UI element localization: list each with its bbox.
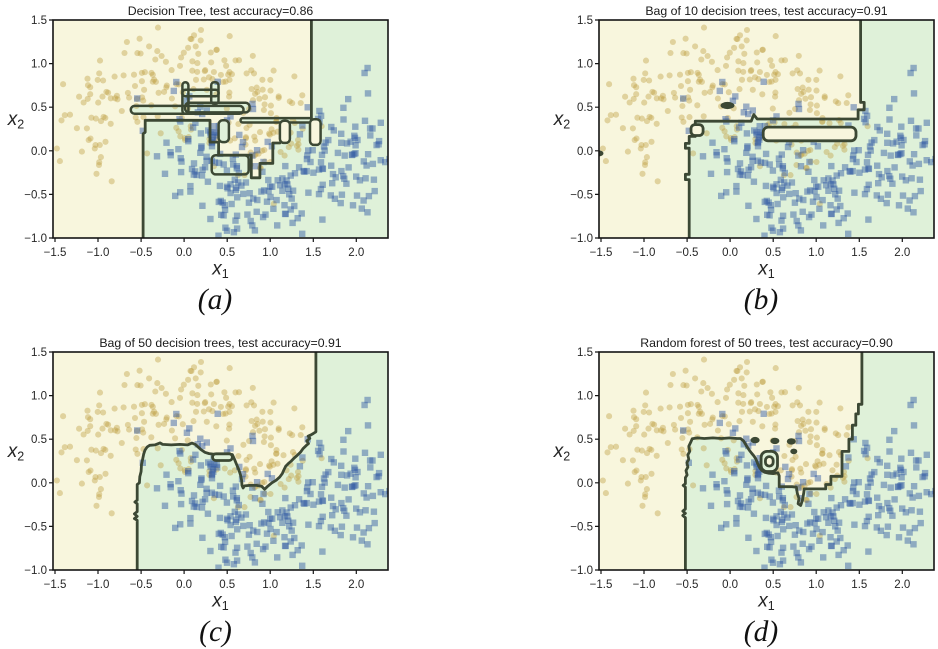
- svg-text:−1.0: −1.0: [24, 565, 47, 577]
- svg-text:0.5: 0.5: [577, 102, 593, 114]
- svg-text:(d): (d): [744, 616, 778, 648]
- svg-text:0.5: 0.5: [577, 434, 593, 446]
- svg-text:1.5: 1.5: [851, 247, 867, 259]
- svg-text:−1.5: −1.5: [44, 579, 67, 591]
- svg-text:1.5: 1.5: [31, 15, 47, 27]
- svg-text:1.5: 1.5: [851, 579, 867, 591]
- svg-text:0.5: 0.5: [219, 579, 235, 591]
- svg-text:0.0: 0.0: [722, 579, 738, 591]
- svg-text:0.0: 0.0: [722, 247, 738, 259]
- svg-text:(b): (b): [744, 284, 778, 316]
- svg-text:Random forest of 50 trees, tes: Random forest of 50 trees, test accuracy…: [640, 336, 893, 350]
- svg-text:−1.5: −1.5: [44, 247, 67, 259]
- svg-text:0.0: 0.0: [176, 247, 192, 259]
- svg-text:2.0: 2.0: [348, 247, 364, 259]
- svg-text:0.5: 0.5: [765, 579, 781, 591]
- svg-text:−0.5: −0.5: [570, 189, 593, 201]
- svg-text:−0.5: −0.5: [570, 521, 593, 533]
- svg-text:−0.5: −0.5: [676, 579, 699, 591]
- svg-text:−1.0: −1.0: [24, 233, 47, 245]
- svg-text:1.5: 1.5: [577, 347, 593, 359]
- svg-text:Decision Tree, test accuracy=0: Decision Tree, test accuracy=0.86: [128, 4, 314, 18]
- svg-text:(c): (c): [199, 616, 232, 648]
- svg-text:−0.5: −0.5: [130, 247, 153, 259]
- svg-text:1.0: 1.0: [808, 579, 824, 591]
- svg-text:−1.0: −1.0: [633, 579, 656, 591]
- svg-text:−0.5: −0.5: [130, 579, 153, 591]
- svg-text:−1.0: −1.0: [570, 233, 593, 245]
- svg-text:−0.5: −0.5: [676, 247, 699, 259]
- svg-text:−0.5: −0.5: [24, 189, 47, 201]
- svg-text:0.0: 0.0: [577, 146, 593, 158]
- svg-text:0.5: 0.5: [31, 434, 47, 446]
- svg-text:−1.5: −1.5: [590, 247, 613, 259]
- svg-text:1.0: 1.0: [262, 579, 278, 591]
- svg-text:−1.0: −1.0: [570, 565, 593, 577]
- svg-text:0.0: 0.0: [577, 478, 593, 490]
- svg-text:1.0: 1.0: [577, 391, 593, 403]
- svg-text:−0.5: −0.5: [24, 521, 47, 533]
- svg-text:(a): (a): [198, 284, 232, 316]
- svg-text:1.0: 1.0: [31, 391, 47, 403]
- svg-text:Bag of 50 decision trees, test: Bag of 50 decision trees, test accuracy=…: [99, 336, 341, 350]
- svg-text:1.5: 1.5: [305, 247, 321, 259]
- svg-text:0.0: 0.0: [31, 478, 47, 490]
- svg-text:Bag of 10 decision trees, test: Bag of 10 decision trees, test accuracy=…: [645, 4, 887, 18]
- svg-text:0.5: 0.5: [31, 102, 47, 114]
- svg-text:−1.5: −1.5: [590, 579, 613, 591]
- svg-text:0.5: 0.5: [219, 247, 235, 259]
- svg-text:1.5: 1.5: [577, 15, 593, 27]
- svg-text:1.0: 1.0: [262, 247, 278, 259]
- svg-text:0.0: 0.0: [176, 579, 192, 591]
- svg-text:1.0: 1.0: [31, 59, 47, 71]
- svg-text:−1.0: −1.0: [87, 579, 110, 591]
- svg-text:2.0: 2.0: [894, 579, 910, 591]
- svg-text:0.0: 0.0: [31, 146, 47, 158]
- svg-text:1.5: 1.5: [305, 579, 321, 591]
- svg-text:−1.0: −1.0: [633, 247, 656, 259]
- svg-text:1.5: 1.5: [31, 347, 47, 359]
- svg-text:−1.0: −1.0: [87, 247, 110, 259]
- svg-text:2.0: 2.0: [348, 579, 364, 591]
- svg-text:2.0: 2.0: [894, 247, 910, 259]
- svg-text:1.0: 1.0: [577, 59, 593, 71]
- svg-text:1.0: 1.0: [808, 247, 824, 259]
- svg-text:0.5: 0.5: [765, 247, 781, 259]
